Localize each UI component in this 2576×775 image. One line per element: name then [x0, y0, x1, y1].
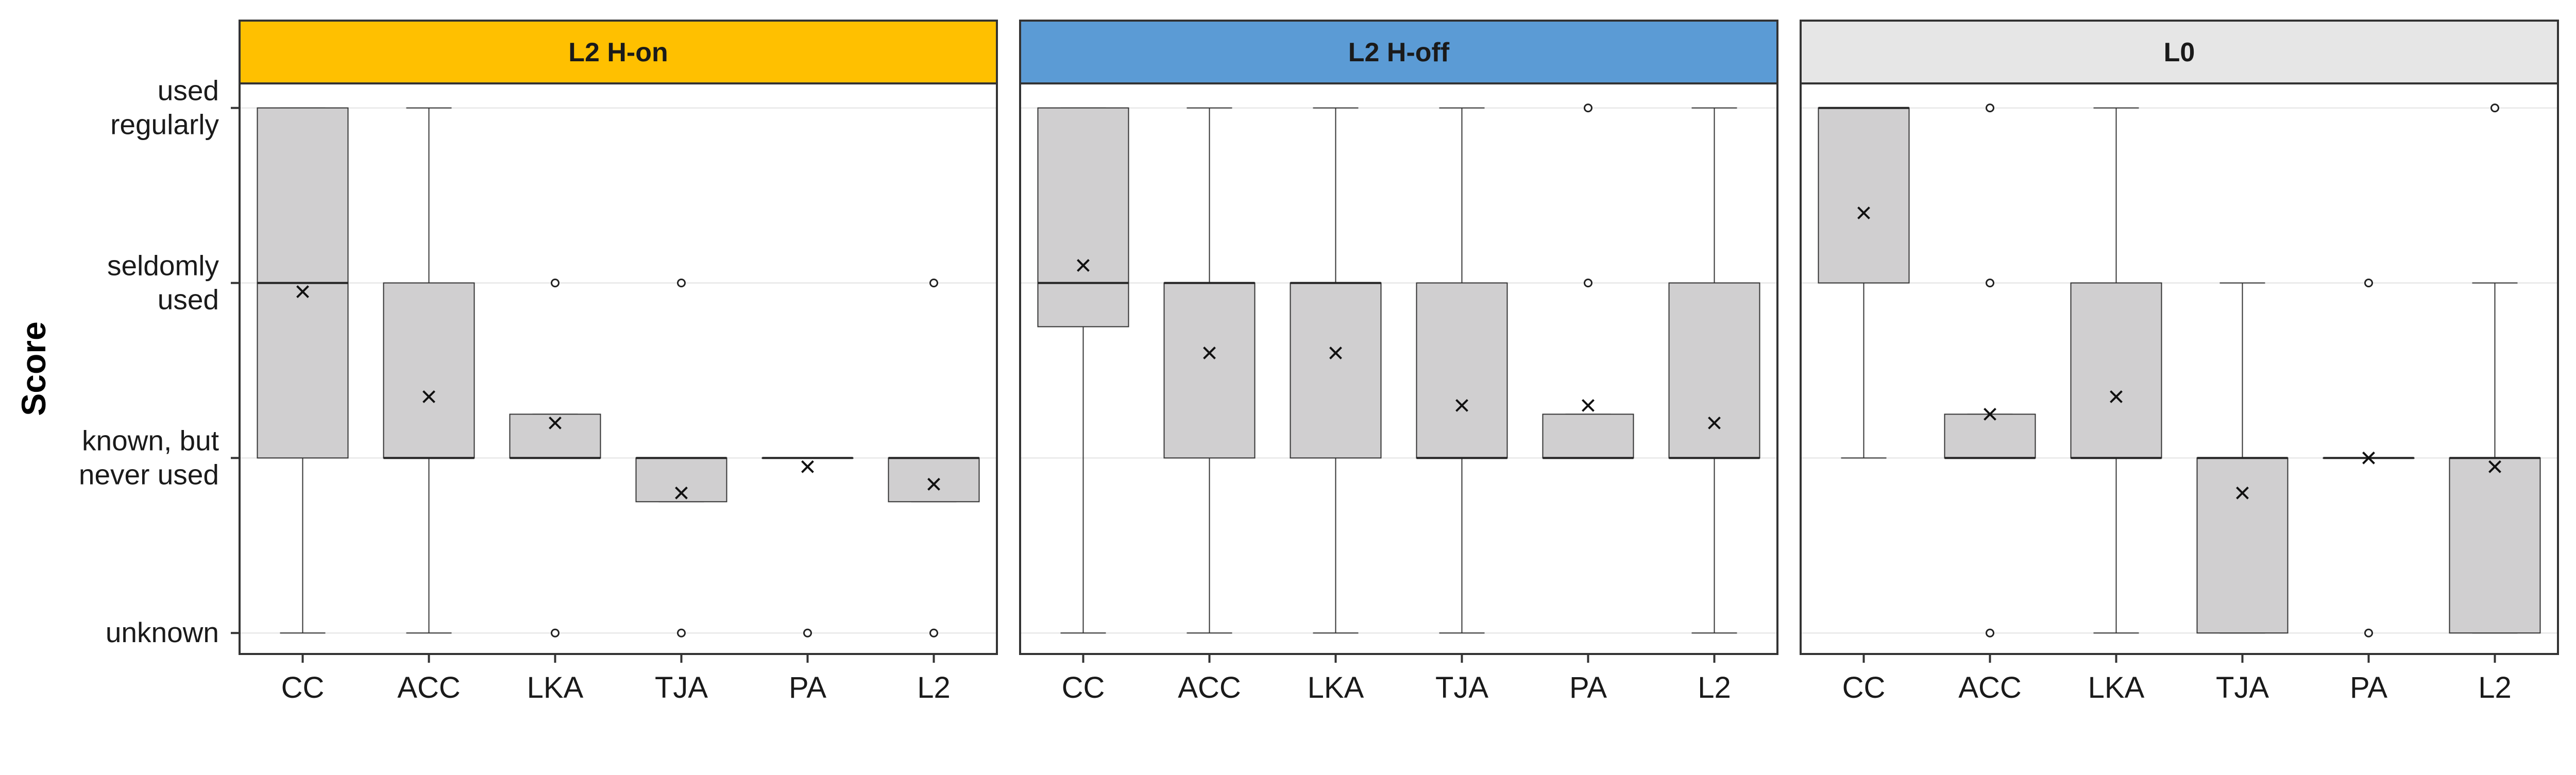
mean-marker: [422, 390, 435, 403]
x-tick-label: L2: [1698, 671, 1731, 704]
outlier-point: [803, 628, 812, 638]
panel-title: L2 H-off: [1348, 38, 1450, 67]
outlier-point: [677, 278, 686, 287]
x-tick-label: LKA: [527, 671, 584, 704]
mean-marker: [549, 416, 562, 429]
x-tick-label: PA: [1569, 671, 1607, 704]
outlier-point: [1584, 104, 1592, 113]
x-tick-label: PA: [2350, 671, 2387, 704]
mean-marker: [2488, 460, 2501, 473]
mean-marker: [1708, 416, 1721, 429]
mean-marker: [675, 486, 688, 500]
x-tick-label: CC: [1842, 671, 1886, 704]
y-tick-label: never used: [79, 458, 219, 490]
outlier-point: [1986, 104, 1994, 113]
x-tick-label: CC: [281, 671, 325, 704]
mean-marker: [2362, 451, 2375, 464]
mean-marker: [1077, 259, 1090, 272]
outlier-point: [2364, 278, 2373, 287]
panel-strip: [1800, 20, 2559, 84]
mean-marker: [296, 285, 309, 298]
mean-marker: [1329, 346, 1342, 359]
box-iqr: [1944, 414, 2036, 459]
x-tick-label: TJA: [2216, 671, 2269, 704]
panel-background: [1020, 83, 1777, 654]
x-tick-label: L2: [2478, 671, 2512, 704]
box-iqr: [1668, 282, 1760, 459]
x-tick-label: ACC: [397, 671, 460, 704]
panel-border: [239, 82, 998, 655]
box-iqr: [1290, 282, 1382, 459]
panel-background: [240, 83, 997, 654]
outlier-point: [551, 628, 560, 638]
outlier-point: [929, 628, 938, 638]
box-iqr: [2196, 457, 2289, 634]
mean-marker: [1857, 206, 1870, 219]
x-tick-label: ACC: [1178, 671, 1241, 704]
outlier-point: [2364, 628, 2373, 638]
x-tick-label: TJA: [1435, 671, 1488, 704]
box-iqr: [1163, 282, 1256, 459]
mean-marker: [1582, 399, 1595, 412]
mean-marker: [927, 477, 940, 491]
box-iqr: [1818, 107, 1910, 284]
outlier-point: [1584, 278, 1592, 287]
box-iqr: [888, 457, 980, 503]
x-tick-label: LKA: [2088, 671, 2145, 704]
y-tick-label: seldomly: [107, 249, 219, 281]
box-iqr: [1037, 107, 1129, 328]
box-iqr: [635, 457, 727, 503]
panel-border: [1019, 82, 1778, 655]
y-tick-label: known, but: [82, 424, 219, 456]
x-tick-label: CC: [1062, 671, 1105, 704]
mean-marker: [2236, 486, 2249, 500]
outlier-point: [551, 278, 560, 287]
y-tick-label: used: [158, 75, 219, 107]
panel-title: L0: [2164, 38, 2195, 67]
y-tick-label: unknown: [106, 616, 219, 648]
box-iqr: [2449, 457, 2541, 634]
box-iqr: [383, 282, 475, 459]
mean-marker: [1984, 407, 1996, 421]
y-tick-label: used: [158, 283, 219, 315]
mean-marker: [1203, 346, 1216, 359]
outlier-point: [1986, 628, 1994, 638]
x-tick-label: L2: [917, 671, 951, 704]
panel-background: [1801, 83, 2558, 654]
y-tick-label: regularly: [110, 109, 219, 141]
box-iqr: [1416, 282, 1508, 459]
outlier-point: [2490, 104, 2499, 113]
x-tick-label: TJA: [655, 671, 708, 704]
mean-marker: [2110, 390, 2123, 403]
panel-title: L2 H-on: [568, 38, 668, 67]
x-tick-label: LKA: [1308, 671, 1364, 704]
box-iqr: [2070, 282, 2162, 459]
outlier-point: [1986, 278, 1994, 287]
panel-strip: [1019, 20, 1778, 84]
panel-strip: [239, 20, 998, 84]
panel-border: [1800, 82, 2559, 655]
y-axis-title: Score: [14, 321, 53, 416]
outlier-point: [929, 278, 938, 287]
mean-marker: [1455, 399, 1468, 412]
x-tick-label: PA: [789, 671, 826, 704]
outlier-point: [677, 628, 686, 638]
box-iqr: [1542, 414, 1634, 459]
x-tick-label: ACC: [1958, 671, 2021, 704]
mean-marker: [801, 460, 814, 473]
box-iqr: [509, 414, 601, 459]
